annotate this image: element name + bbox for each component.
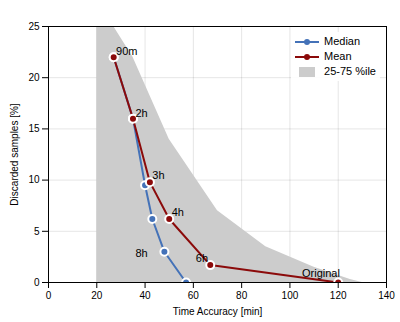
svg-text:6h: 6h [196, 252, 208, 264]
svg-text:25: 25 [28, 21, 40, 32]
svg-text:2h: 2h [135, 107, 147, 119]
svg-text:20: 20 [28, 72, 40, 83]
svg-text:Discarded samples [%]: Discarded samples [%] [9, 103, 20, 205]
html-text:25-75 %ile: 25-75 %ile [324, 65, 376, 77]
svg-text:20: 20 [91, 290, 103, 301]
svg-text:0: 0 [46, 290, 52, 301]
svg-text:3h: 3h [152, 169, 164, 181]
svg-text:40: 40 [140, 290, 152, 301]
svg-text:10: 10 [28, 174, 40, 185]
html-text:Median: Median [324, 35, 361, 47]
svg-text:Time Accuracy [min]: Time Accuracy [min] [173, 306, 263, 317]
svg-text:15: 15 [28, 123, 40, 134]
svg-text:0: 0 [34, 277, 40, 288]
svg-text:140: 140 [378, 290, 395, 301]
svg-text:60: 60 [188, 290, 200, 301]
svg-text:80: 80 [236, 290, 248, 301]
svg-text:120: 120 [330, 290, 347, 301]
html-text:Mean: Mean [324, 50, 352, 62]
svg-text:100: 100 [282, 290, 299, 301]
svg-text:8h: 8h [135, 247, 147, 259]
svg-text:90m: 90m [116, 45, 137, 57]
svg-text:Original: Original [302, 267, 340, 279]
svg-text:5: 5 [34, 226, 40, 237]
svg-text:4h: 4h [172, 206, 184, 218]
